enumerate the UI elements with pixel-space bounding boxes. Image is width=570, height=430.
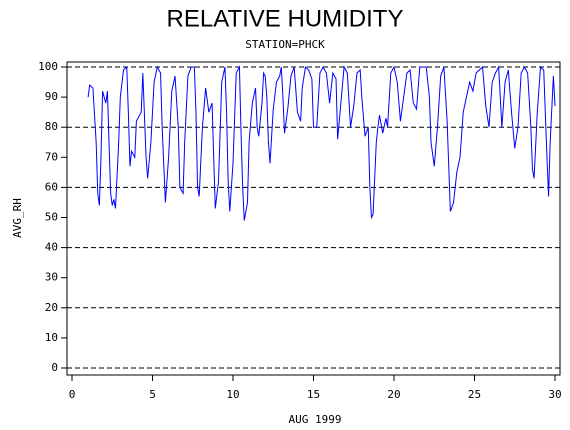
x-axis-label: AUG 1999 [289,413,342,426]
x-tick-label: 10 [226,388,239,401]
y-tick-label: 10 [45,331,58,344]
y-tick-label: 80 [45,120,58,133]
y-tick-label: 30 [45,271,58,284]
x-tick-label: 25 [468,388,481,401]
chart-subtitle: STATION=PHCK [245,38,325,51]
x-tick-label: 0 [69,388,76,401]
y-tick-label: 40 [45,241,58,254]
chart-title: RELATIVE HUMIDITY [167,5,404,32]
y-tick-label: 50 [45,211,58,224]
y-tick-label: 0 [51,361,58,374]
data-line [87,65,556,221]
x-tick-label: 5 [149,388,156,401]
x-tick-label: 30 [548,388,561,401]
y-tick-label: 20 [45,301,58,314]
y-tick-label: 70 [45,150,58,163]
y-tick-label: 100 [38,60,58,73]
y-axis-label: AVG_RH [11,198,24,238]
y-tick-label: 90 [45,90,58,103]
x-tick-label: 20 [387,388,400,401]
y-tick-label: 60 [45,180,58,193]
x-tick-label: 15 [307,388,320,401]
